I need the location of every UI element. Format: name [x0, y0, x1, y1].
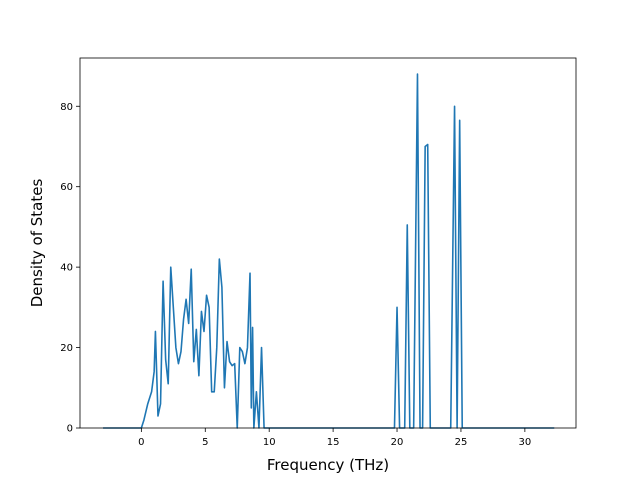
x-tick-label: 25 — [455, 437, 468, 448]
x-tick-label: 5 — [202, 437, 208, 448]
y-tick-label: 0 — [67, 424, 73, 435]
y-axis-label: Density of States — [28, 179, 46, 308]
y-axis-ticks: 0 20 40 60 80 — [60, 102, 80, 435]
x-axis-ticks: 0 5 10 15 20 25 30 — [138, 428, 531, 448]
axes-frame — [79, 57, 577, 429]
x-tick-label: 20 — [391, 437, 404, 448]
x-tick-label: 15 — [327, 437, 340, 448]
x-tick-label: 10 — [263, 437, 276, 448]
x-axis-label: Frequency (THz) — [267, 456, 389, 474]
y-tick-label: 60 — [60, 182, 73, 193]
x-tick-label: 0 — [138, 437, 144, 448]
x-tick-label: 30 — [518, 437, 531, 448]
y-tick-label: 80 — [60, 102, 73, 113]
y-tick-label: 20 — [60, 343, 73, 354]
y-tick-label: 40 — [60, 263, 73, 274]
